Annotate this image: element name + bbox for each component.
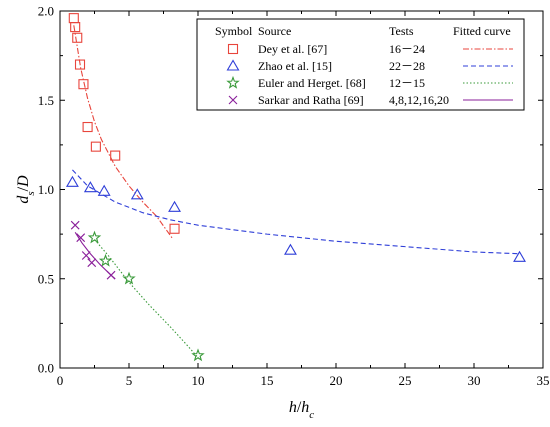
series-1 [65, 169, 526, 262]
data-point [78, 79, 89, 90]
x-tick-label: 20 [330, 373, 343, 388]
data-point [284, 243, 297, 255]
legend-tests: 16－24 [389, 42, 425, 56]
legend-marker [227, 43, 239, 55]
x-axis-title: h/hc [289, 399, 314, 421]
data-point [169, 223, 180, 234]
data-point [97, 184, 111, 196]
data-point [98, 253, 113, 267]
series-3 [70, 220, 116, 280]
series-0 [68, 13, 180, 240]
legend-header-symbol: Symbol [215, 24, 253, 38]
y-tick-label: 0.5 [38, 271, 54, 286]
data-point [90, 141, 101, 152]
legend-source: Sarkar and Ratha [69] [258, 93, 364, 107]
legend-marker [228, 95, 238, 105]
data-point [68, 13, 79, 24]
legend-tests: 22－28 [389, 59, 425, 73]
data-point [76, 233, 86, 243]
legend-source: Zhao et al. [15] [258, 59, 332, 73]
data-point [87, 258, 97, 268]
y-tick-label: 1.0 [38, 182, 54, 197]
legend: Symbol Source Tests Fitted curve Dey et al. … [196, 18, 525, 111]
legend-marker [226, 75, 240, 89]
data-point [70, 22, 81, 33]
y-axis-title: ds/D [15, 175, 37, 204]
x-tick-label: 0 [57, 373, 64, 388]
legend-marker [226, 59, 240, 71]
legend-box [196, 18, 525, 111]
data-point [87, 230, 102, 244]
data-point [513, 250, 526, 262]
fitted-curve [94, 239, 200, 360]
data-point [110, 150, 121, 161]
data-marks [65, 13, 526, 362]
data-point [70, 220, 80, 230]
data-point [72, 32, 83, 43]
data-point [191, 348, 205, 362]
plot-area: 0 5 10 15 20 25 30 35 0.0 0.5 1.0 1.5 2.0 h/hc ds/D [15, 4, 550, 422]
data-point [74, 59, 86, 70]
x-tick-label: 25 [399, 373, 412, 388]
series-2 [87, 230, 205, 362]
data-point [122, 271, 136, 285]
y-tick-label: 0.0 [38, 361, 54, 376]
y-tick-label: 2.0 [38, 4, 54, 19]
x-tick-label: 10 [192, 373, 205, 388]
y-tick-label: 1.5 [38, 93, 54, 108]
data-point [106, 270, 116, 280]
legend-tests: 12－15 [389, 76, 425, 90]
fitted-curve [74, 232, 116, 280]
x-tick-label: 5 [126, 373, 133, 388]
legend-source: Dey et al. [67] [258, 42, 327, 56]
fitted-curve [73, 25, 174, 240]
legend-tests: 4,8,12,16,20 [389, 93, 449, 107]
data-point [83, 181, 97, 193]
legend-header-source: Source [258, 24, 291, 38]
x-tick-label: 35 [537, 373, 550, 388]
data-point [130, 188, 144, 200]
data-point [168, 200, 181, 212]
legend-source: Euler and Herget. [68] [258, 76, 366, 90]
data-point [81, 251, 91, 260]
x-tick-label: 15 [261, 373, 274, 388]
data-point [65, 175, 79, 187]
data-point [82, 121, 93, 133]
legend-header-fitted: Fitted curve [453, 24, 511, 38]
legend-header-tests: Tests [389, 24, 414, 38]
fitted-curve [72, 169, 520, 255]
x-tick-label: 30 [468, 373, 481, 388]
